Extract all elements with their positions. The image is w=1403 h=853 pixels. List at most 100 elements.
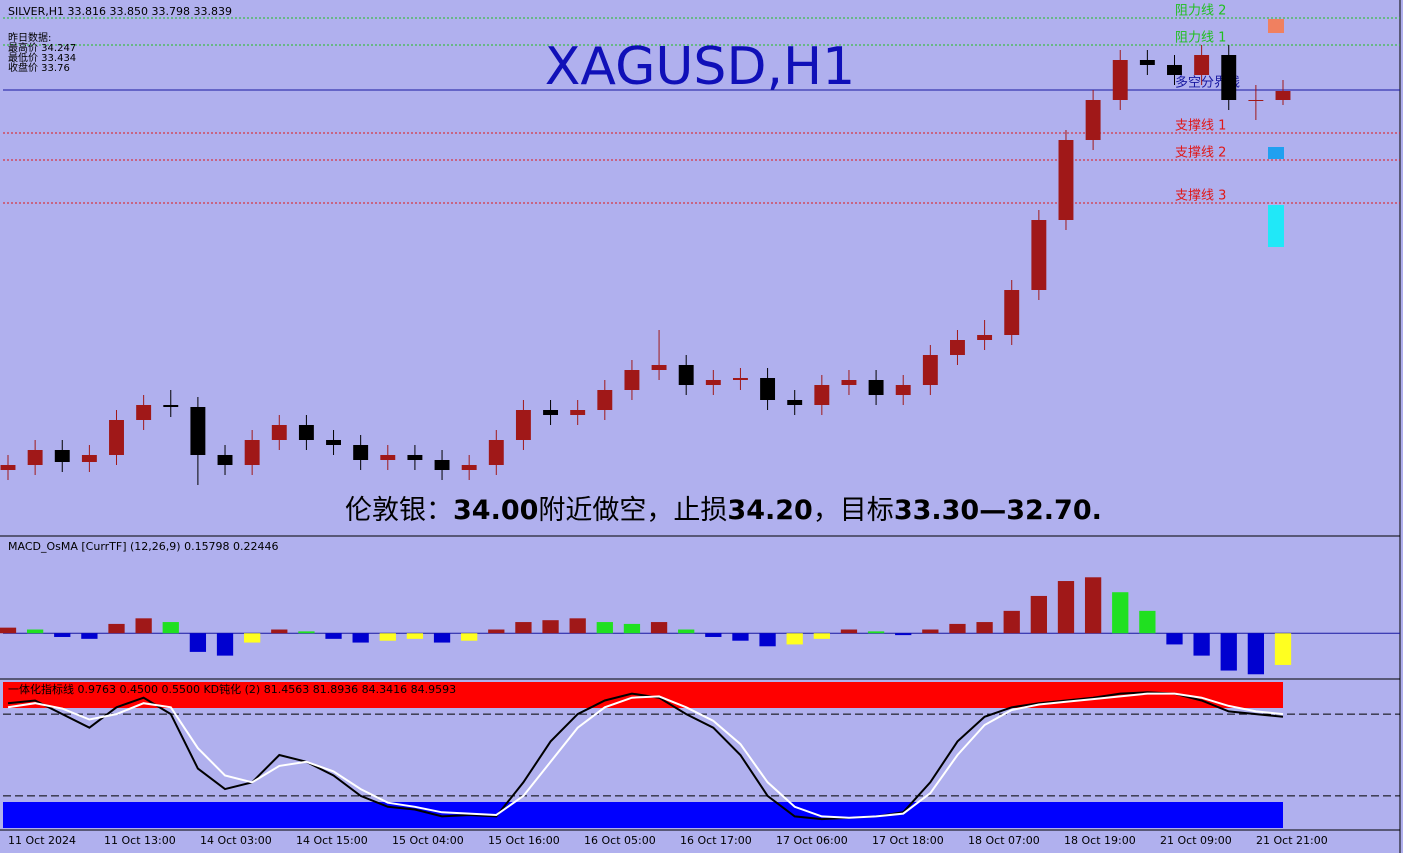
level-label: 阻力线 2	[1175, 4, 1226, 19]
histogram-bar	[895, 633, 912, 636]
x-tick-label: 18 Oct 07:00	[968, 834, 1040, 847]
histogram-bar	[298, 631, 315, 634]
candle-body	[515, 410, 531, 440]
chart-title: XAGUSD,H1	[545, 37, 855, 97]
candle-body	[1167, 65, 1182, 75]
x-tick-label: 16 Oct 17:00	[680, 834, 752, 847]
level-label: 支撑线 2	[1175, 146, 1226, 161]
candle-body	[461, 465, 477, 470]
candle-body	[1112, 60, 1128, 100]
histogram-bar	[1139, 610, 1156, 634]
candle-body	[1085, 100, 1101, 140]
level-label: 支撑线 3	[1175, 189, 1226, 204]
histogram-bar	[379, 633, 396, 641]
histogram-bar	[840, 629, 858, 634]
candle-body	[977, 335, 993, 340]
candle-body	[841, 380, 857, 385]
histogram-bar	[352, 633, 369, 643]
histogram-bar	[705, 633, 722, 637]
histogram-bar	[488, 629, 505, 634]
histogram-bar	[976, 622, 993, 634]
candle-body	[922, 355, 938, 385]
candle-body	[109, 420, 124, 455]
candle-body	[353, 445, 369, 460]
histogram-bar	[26, 629, 44, 634]
candle-body	[570, 410, 586, 415]
kd-title: 一体化指标线 0.9763 0.4500 0.5500 KD钝化 (2) 81.…	[8, 682, 456, 696]
candle-body	[1031, 220, 1047, 290]
candle-body	[597, 390, 613, 410]
histogram-bar	[569, 618, 586, 634]
kd-line	[7, 691, 1284, 821]
candle-body	[678, 365, 694, 385]
x-tick-label: 21 Oct 09:00	[1160, 834, 1232, 847]
candle-body	[868, 380, 884, 395]
x-tick-label: 11 Oct 2024	[8, 834, 76, 847]
candle-body	[27, 450, 43, 465]
histogram-bar	[813, 633, 830, 639]
candle-body	[1058, 140, 1074, 220]
candle-body	[1004, 290, 1020, 335]
candle-body	[298, 425, 314, 440]
annotation: 伦敦银：34.00附近做空，止损34.20，目标33.30—32.70.	[345, 495, 1102, 526]
candle-body	[380, 455, 396, 460]
histogram-bar	[623, 623, 641, 634]
histogram-bar	[596, 622, 613, 634]
histogram-bar	[650, 622, 668, 634]
marker-box	[1268, 205, 1284, 247]
histogram-bar	[0, 627, 17, 634]
annotation-part: 34.00	[453, 495, 538, 526]
candle-body	[1275, 91, 1291, 100]
oversold-band	[3, 802, 1283, 828]
x-tick-label: 14 Oct 15:00	[296, 834, 368, 847]
candle-body	[705, 380, 721, 385]
histogram-bar	[162, 622, 179, 634]
histogram-bar	[732, 633, 749, 641]
histogram-bar	[1274, 633, 1292, 665]
candle-body	[163, 405, 179, 407]
x-tick-label: 11 Oct 13:00	[104, 834, 176, 847]
histogram-bar	[1030, 595, 1047, 634]
candle-body	[81, 455, 97, 462]
histogram-bar	[1193, 633, 1210, 656]
level-label: 阻力线 1	[1175, 31, 1226, 46]
histogram-bar	[108, 623, 125, 634]
candle-body	[895, 385, 911, 395]
candle-body	[787, 400, 803, 405]
candle-body	[1248, 100, 1264, 101]
histogram-bar	[54, 633, 71, 637]
x-tick-label: 15 Oct 16:00	[488, 834, 560, 847]
symbol-line: SILVER,H1 33.816 33.850 33.798 33.839	[8, 5, 232, 18]
candle-body	[624, 370, 640, 390]
level-label: 支撑线 1	[1175, 119, 1226, 134]
info-text: 昨日数据:	[8, 31, 51, 44]
histogram-bar	[759, 633, 776, 647]
candle-body	[950, 340, 965, 355]
x-tick-label: 16 Oct 05:00	[584, 834, 656, 847]
candle-body	[732, 378, 748, 380]
annotation-part: ，目标	[813, 495, 894, 526]
candle-body	[54, 450, 70, 462]
histogram-bar	[216, 633, 234, 656]
histogram-bar	[433, 633, 451, 643]
candle-body	[326, 440, 341, 445]
candle-body	[217, 455, 233, 465]
x-tick-label: 18 Oct 19:00	[1064, 834, 1136, 847]
candle-body	[244, 440, 260, 465]
histogram-bar	[81, 633, 98, 639]
histogram-bar	[1003, 610, 1020, 634]
info-text: 最低价 33.434	[8, 51, 76, 64]
histogram-bar	[786, 633, 803, 645]
histogram-bar	[1247, 633, 1265, 675]
candle-body	[543, 410, 559, 415]
histogram-bar	[461, 633, 478, 641]
x-tick-label: 21 Oct 21:00	[1256, 834, 1328, 847]
annotation-part: 附近做空，止损	[538, 495, 727, 526]
x-tick-label: 14 Oct 03:00	[200, 834, 272, 847]
histogram-bar	[1057, 581, 1075, 634]
histogram-bar	[515, 622, 532, 634]
marker-box	[1268, 19, 1284, 33]
